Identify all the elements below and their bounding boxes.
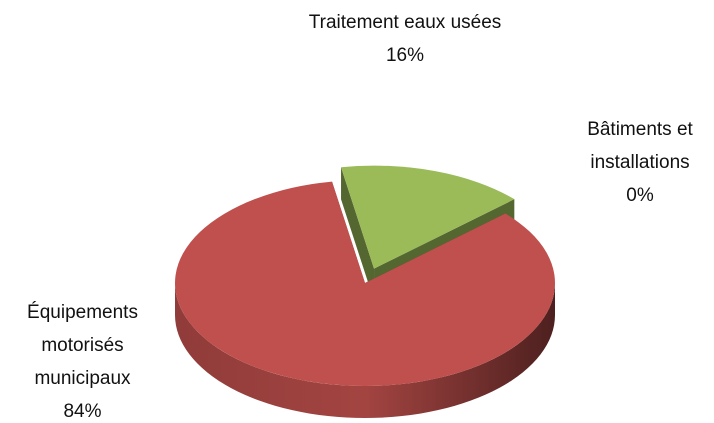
- category-label: Traitement eaux usées: [308, 12, 502, 33]
- category-label: Bâtiments et installations: [587, 119, 693, 173]
- value-label: 84%: [63, 401, 102, 422]
- category-label: Équipements motorisés municipaux: [27, 302, 138, 389]
- slice-rim: [175, 283, 555, 418]
- slice-label: Traitement eaux usées 16%: [300, 6, 510, 72]
- value-label: 0%: [626, 185, 654, 206]
- slice-side: [341, 167, 375, 301]
- slice-label: Bâtiments et installations 0%: [565, 113, 714, 212]
- slice-top: [341, 165, 515, 269]
- slice-label: Équipements motorisés municipaux 84%: [5, 296, 160, 423]
- slice-top: [174, 181, 555, 386]
- value-label: 16%: [385, 45, 425, 66]
- pie-slice: [174, 181, 555, 418]
